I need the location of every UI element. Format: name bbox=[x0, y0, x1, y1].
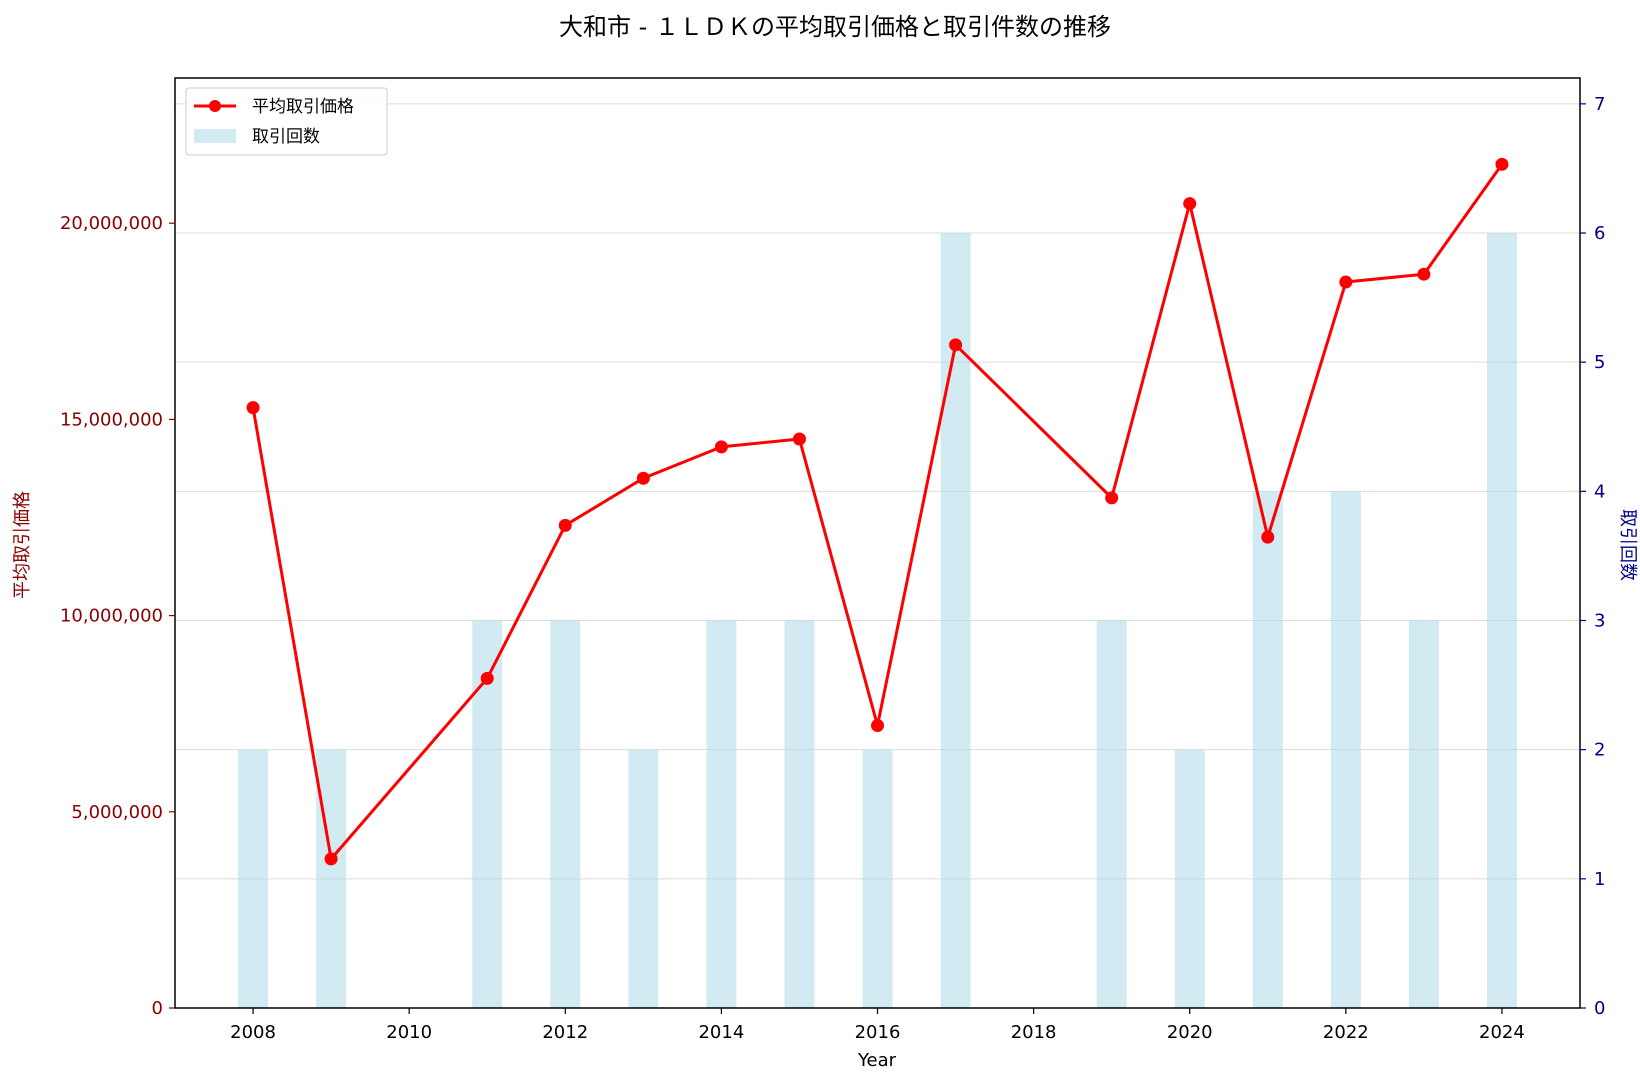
price-point bbox=[480, 671, 494, 685]
left-y-tick-label: 20,000,000 bbox=[60, 213, 163, 234]
price-point bbox=[1495, 157, 1509, 171]
count-bar bbox=[1330, 491, 1361, 1008]
right-y-tick-label: 1 bbox=[1594, 869, 1605, 890]
count-bar bbox=[1486, 233, 1517, 1008]
count-bar bbox=[784, 620, 815, 1008]
left-y-tick-label: 10,000,000 bbox=[60, 606, 163, 627]
right-y-tick-label: 5 bbox=[1594, 352, 1605, 373]
line-layer bbox=[246, 157, 1509, 866]
right-y-tick-label: 7 bbox=[1594, 94, 1605, 115]
x-tick-label: 2018 bbox=[1011, 1022, 1057, 1043]
chart-title: 大和市 - １ＬＤＫの平均取引価格と取引件数の推移 bbox=[559, 13, 1111, 41]
count-bar bbox=[316, 749, 347, 1008]
count-bar bbox=[238, 749, 269, 1008]
x-axis-title: Year bbox=[857, 1050, 897, 1071]
price-point bbox=[949, 338, 963, 352]
right-y-tick-label: 6 bbox=[1594, 223, 1605, 244]
x-tick-label: 2016 bbox=[855, 1022, 901, 1043]
left-y-tick-label: 0 bbox=[152, 998, 163, 1019]
price-point bbox=[714, 440, 728, 454]
legend-marker-swatch bbox=[209, 100, 221, 112]
price-point bbox=[558, 518, 572, 532]
axis-layer: 2008 2010 2012 2014 2016 2018 2020 2022 202405,0… bbox=[60, 94, 1606, 1043]
price-point bbox=[324, 852, 338, 866]
price-point bbox=[871, 718, 884, 732]
x-tick-label: 2012 bbox=[542, 1022, 588, 1043]
price-point bbox=[1183, 197, 1197, 211]
count-bar bbox=[862, 749, 893, 1008]
price-point bbox=[246, 401, 260, 415]
legend-label-count: 取引回数 bbox=[252, 127, 320, 147]
count-bar bbox=[1174, 749, 1205, 1008]
price-point bbox=[1105, 491, 1119, 505]
legend-bar-swatch bbox=[194, 129, 236, 143]
x-tick-label: 2020 bbox=[1167, 1022, 1213, 1043]
x-tick-label: 2010 bbox=[386, 1022, 432, 1043]
left-axis-title: 平均取引価格 bbox=[12, 491, 33, 599]
count-bar bbox=[472, 620, 503, 1008]
count-bar bbox=[1096, 620, 1127, 1008]
legend-box bbox=[185, 87, 388, 156]
price-point bbox=[1339, 275, 1353, 289]
count-bar bbox=[940, 233, 971, 1008]
price-point bbox=[636, 471, 650, 485]
price-point bbox=[1261, 530, 1275, 544]
price-point bbox=[792, 432, 806, 446]
right-y-tick-label: 2 bbox=[1594, 740, 1605, 761]
count-bar bbox=[1408, 620, 1439, 1008]
right-y-tick-label: 3 bbox=[1594, 611, 1605, 632]
left-y-tick-label: 5,000,000 bbox=[71, 802, 163, 823]
right-y-tick-label: 0 bbox=[1594, 998, 1605, 1019]
right-y-tick-label: 4 bbox=[1594, 481, 1605, 502]
price-point bbox=[1417, 267, 1431, 281]
count-bar bbox=[1252, 491, 1283, 1008]
right-axis-title: 取引回数 bbox=[1617, 509, 1638, 581]
count-bar bbox=[706, 620, 737, 1008]
x-tick-label: 2008 bbox=[230, 1022, 276, 1043]
x-tick-label: 2022 bbox=[1323, 1022, 1369, 1043]
count-bar bbox=[550, 620, 581, 1008]
left-y-tick-label: 15,000,000 bbox=[60, 409, 163, 430]
legend: 平均取引価格 取引回数 bbox=[185, 87, 388, 156]
grid-layer bbox=[175, 103, 1580, 880]
bar-layer bbox=[238, 233, 1517, 1008]
legend-label-price: 平均取引価格 bbox=[252, 97, 354, 117]
count-bar bbox=[628, 749, 659, 1008]
x-tick-label: 2014 bbox=[698, 1022, 744, 1043]
x-tick-label: 2024 bbox=[1479, 1022, 1525, 1043]
